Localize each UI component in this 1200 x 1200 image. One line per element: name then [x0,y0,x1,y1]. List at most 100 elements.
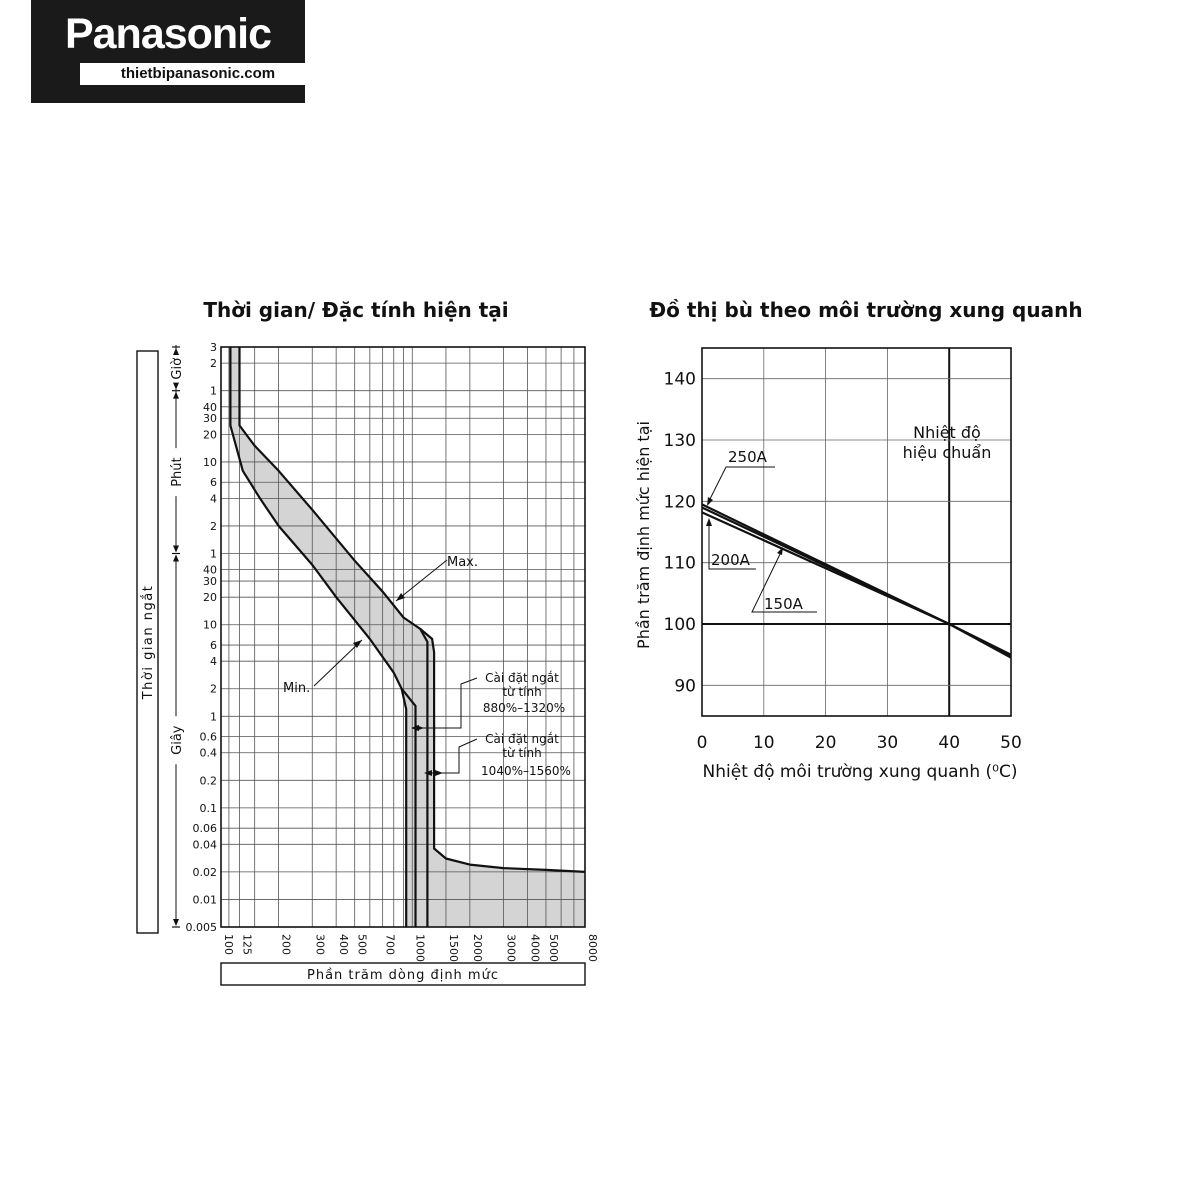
tc-x-tick-label: 125 [241,934,254,955]
ac-x-tick-label: 20 [815,733,837,753]
tc-y-tick-label: 30 [203,412,217,425]
tc-unit-label: Phút [170,457,185,486]
tc-magnetic-1-line3: 880%–1320% [483,701,565,715]
tc-x-tick-label: 2000 [471,934,484,962]
ac-series-150a [701,511,1012,659]
ac-arrow-250a [707,497,713,506]
tc-y-tick-label: 40 [203,401,217,414]
tc-magnetic-2-line1: Cài đặt ngắt [485,732,559,746]
tc-y-tick-label: 4 [210,492,217,505]
tc-y-tick-label: 20 [203,428,217,441]
tc-y-tick-label: 30 [203,575,217,588]
ac-x-tick-label: 30 [877,733,899,753]
tc-unit-arrow [173,348,179,355]
tc-y-tick-label: 0.4 [200,747,218,760]
tc-title: Thời gian/ Đặc tính hiện tại [203,298,508,322]
tc-y-tick-label: 0.04 [193,838,218,851]
tc-y-tick-label: 20 [203,591,217,604]
ac-x-tick-label: 50 [1000,733,1022,753]
ac-arrow-200a [706,518,712,526]
tc-unit-arrow [173,554,179,562]
tc-y-tick-label: 0.01 [193,893,218,906]
ac-plot-frame [701,347,1012,717]
tc-y-tick-label: 0.1 [200,802,218,815]
tc-series-magnetic-1 [419,628,429,927]
tc-series-magnetic-2 [400,688,417,927]
ac-arrow-150a [777,547,783,555]
tc-y-tick-label: 10 [203,456,217,469]
tc-annotation-max-arrow [396,593,405,601]
logo-brand: Panasonic [64,10,272,58]
tc-y-tick-label: 6 [210,476,217,489]
ac-leader-200a [708,521,756,570]
ac-label-200a: 200A [711,551,751,569]
tc-magnetic-1-leader [412,677,478,729]
tc-y-tick-label: 6 [210,639,217,652]
ac-x-tick-label: 0 [697,733,708,753]
tc-ylabel-box [136,350,159,934]
ac-label-250a: 250A [728,448,768,466]
tc-magnetic-2-arrow-left [424,770,432,776]
tc-x-tick-label: 4000 [528,934,541,962]
ac-y-tick-label: 90 [674,676,696,696]
time-current-chart: Thời gian/ Đặc tính hiện tại 32140302010… [136,298,599,986]
tc-y-tick-label: 2 [210,683,217,696]
ac-annotations: Nhiệt độ hiệu chuẩn 250A 200A 150A [706,423,991,613]
tc-x-tick-label: 500 [356,934,369,955]
tc-unit-arrow [173,391,179,399]
tc-unit-arrow [173,382,179,390]
tc-ylabel: Thời gian ngắt [141,585,156,701]
tc-xlabel-box [220,962,586,986]
ac-title: Đồ thị bù theo môi trường xung quanh [649,298,1082,322]
tc-magnetic-1-line1: Cài đặt ngắt [485,671,559,685]
tc-y-tick-label: 1 [210,385,217,398]
tc-time-units: Giờ Phút Giây [170,344,185,928]
ac-y-ticks: 90 100 110 120 130 140 [664,370,696,697]
tc-xlabel: Phần trăm dòng định mức [307,968,499,983]
tc-unit-label: Giây [170,725,185,755]
tc-annotation-min: Min. [283,681,310,696]
tc-annotation-max-leader [395,559,448,602]
tc-unit-arrow [173,919,179,926]
ambient-compensation-chart: Đồ thị bù theo môi trường xung quanh 90 1… [634,298,1083,782]
tc-annotation-min-arrow [353,640,362,648]
tc-y-tick-label: 2 [210,357,217,370]
ac-y-tick-label: 110 [664,554,696,574]
tc-x-tick-label: 1000 [413,934,426,962]
tc-unit-arrow [173,545,179,553]
tc-grid [221,346,585,928]
tc-x-tick-label: 100 [222,934,235,955]
tc-y-tick-label: 0.005 [186,921,218,934]
ac-leader-150a [751,549,817,613]
ac-y-tick-label: 130 [664,431,696,451]
ac-grid [702,348,1011,716]
ac-reference-label-line1: Nhiệt độ [913,423,981,442]
tc-y-tick-label: 2 [210,520,217,533]
tc-y-tick-label: 3 [210,341,217,354]
ac-series-group [701,503,1012,659]
tc-x-tick-label: 300 [313,934,326,955]
tc-y-tick-label: 0.2 [200,774,218,787]
tc-band-area [230,347,585,927]
tc-x-tick-label: 3000 [505,934,518,962]
ac-x-tick-label: 40 [938,733,960,753]
tc-annotation-max: Max. [447,555,478,570]
tc-y-tick-label: 4 [210,655,217,668]
tc-y-tick-label: 1 [210,547,217,560]
tc-annotation-min-leader [313,639,363,687]
tc-y-ticks: 3214030201064214030201064210.60.40.20.10… [186,341,218,934]
ac-label-150a: 150A [764,595,804,613]
tc-magnetic-1-line2: từ tính [502,685,541,699]
tc-x-tick-label: 200 [280,934,293,955]
tc-annotations: Max. Min. Cài đặt ngắt từ tính 880%–1320… [283,555,571,778]
tc-magnetic-1-arrow-right [416,725,424,731]
tc-series-min [229,347,408,927]
ac-x-ticks: 0 10 20 30 40 50 [697,733,1022,753]
tc-y-tick-label: 0.06 [193,822,218,835]
panasonic-logo: Panasonic thietbipanasonic.com [31,0,316,103]
tc-magnetic-2-line2: từ tính [502,746,541,760]
tc-magnetic-2-arrow-right [435,770,443,776]
tc-unit-label: Giờ [170,358,185,380]
tc-x-tick-label: 400 [337,934,350,955]
